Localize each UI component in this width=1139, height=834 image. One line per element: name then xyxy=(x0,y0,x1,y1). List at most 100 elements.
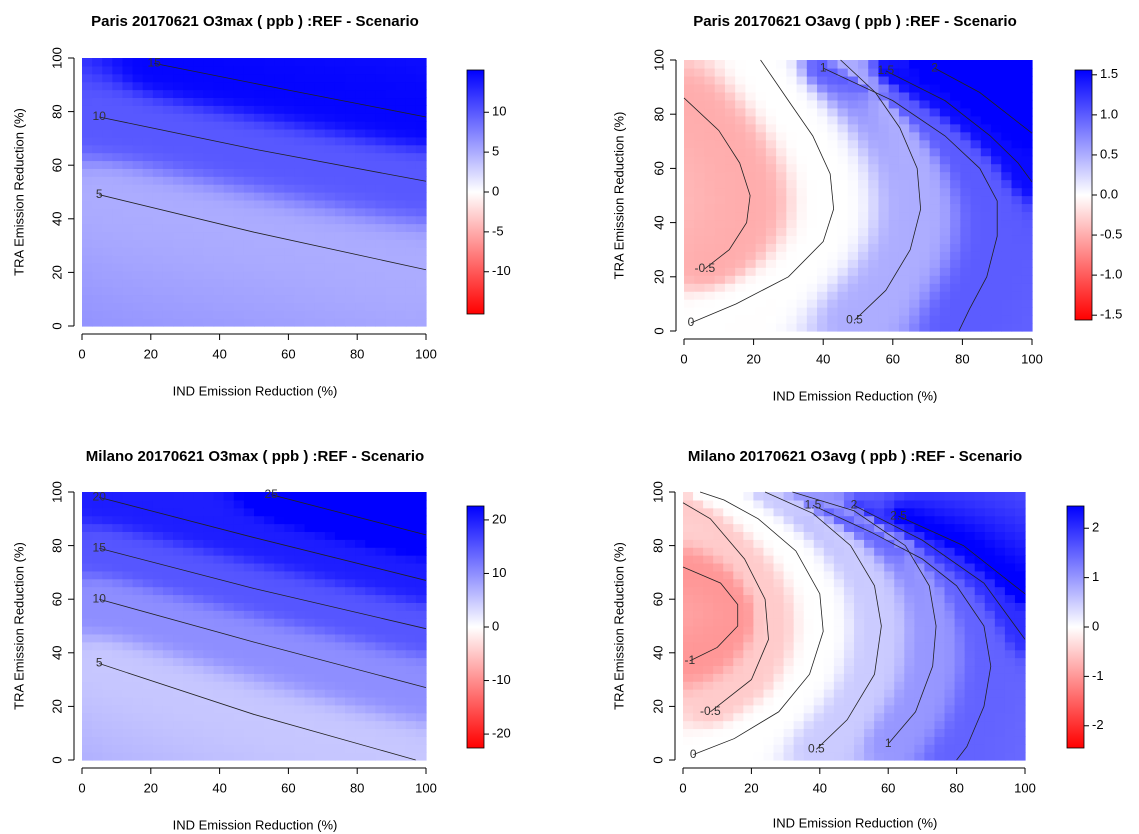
heatmap-cell xyxy=(934,720,946,730)
heatmap-cell xyxy=(904,562,915,572)
heatmap-cell xyxy=(345,89,356,99)
heatmap-cell xyxy=(345,160,356,169)
heatmap-cell xyxy=(803,641,815,651)
heatmap-cell xyxy=(735,291,747,300)
heatmap-cell xyxy=(1001,187,1013,197)
heatmap-cell xyxy=(1011,251,1023,260)
heatmap-cell xyxy=(944,728,956,737)
heatmap-cell xyxy=(132,555,144,564)
heatmap-cell xyxy=(994,594,1006,603)
heatmap-cell xyxy=(142,681,154,690)
heatmap-cell xyxy=(213,294,225,303)
heatmap-cell xyxy=(1001,139,1013,149)
heatmap-cell xyxy=(193,586,205,596)
heatmap-cell xyxy=(833,744,845,753)
heatmap-cell xyxy=(773,539,785,548)
heatmap-cell xyxy=(284,105,296,114)
heatmap-cell xyxy=(193,657,205,667)
heatmap-cell xyxy=(793,586,805,596)
heatmap-cell xyxy=(173,610,184,619)
heatmap-cell xyxy=(994,626,1006,635)
heatmap-cell xyxy=(994,649,1006,659)
heatmap-cell xyxy=(864,673,875,682)
heatmap-cell xyxy=(152,192,164,201)
heatmap-cell xyxy=(755,123,767,133)
contour-line xyxy=(823,67,998,332)
heatmap-cell xyxy=(745,171,757,181)
heatmap-cell xyxy=(82,270,93,280)
heatmap-cell xyxy=(324,215,336,225)
heatmap-cell xyxy=(102,681,113,690)
heatmap-cell xyxy=(914,515,926,525)
heatmap-cell xyxy=(827,163,839,173)
heatmap-cell xyxy=(1004,736,1016,745)
heatmap-cell xyxy=(82,610,93,619)
heatmap-cell xyxy=(1004,562,1016,572)
heatmap-cell xyxy=(843,641,855,651)
heatmap-cell xyxy=(914,578,926,588)
heatmap-cell xyxy=(864,562,875,572)
heatmap-cell xyxy=(243,215,255,225)
heatmap-cell xyxy=(753,728,765,737)
heatmap-cell xyxy=(1014,704,1026,714)
heatmap-cell xyxy=(243,184,255,193)
heatmap-cell xyxy=(102,215,113,225)
heatmap-cell xyxy=(984,649,996,659)
heatmap-cell xyxy=(152,207,164,217)
heatmap-cell xyxy=(934,499,946,509)
heatmap-cell xyxy=(735,275,747,284)
heatmap-cell xyxy=(395,539,407,548)
heatmap-cell xyxy=(1004,649,1016,659)
heatmap-cell xyxy=(92,720,103,730)
contour-label: 0 xyxy=(690,747,697,761)
heatmap-cell xyxy=(843,523,855,533)
heatmap-cell xyxy=(763,562,775,572)
heatmap-cell xyxy=(152,262,164,272)
heatmap-cell xyxy=(888,243,900,252)
heatmap-cell xyxy=(773,712,785,722)
heatmap-cell xyxy=(395,562,407,572)
heatmap-cell xyxy=(415,128,427,138)
heatmap-cell xyxy=(939,251,951,260)
heatmap-cell xyxy=(193,215,205,225)
heatmap-cell xyxy=(173,673,184,682)
heatmap-cell xyxy=(304,89,316,99)
heatmap-cell xyxy=(833,499,845,509)
heatmap-cell xyxy=(334,633,346,643)
heatmap-cell xyxy=(888,275,900,284)
heatmap-cell xyxy=(284,144,296,154)
heatmap-cell xyxy=(813,657,825,667)
heatmap-cell xyxy=(776,195,787,205)
heatmap-cell xyxy=(827,219,839,228)
heatmap-cell xyxy=(355,152,366,162)
heatmap-cell xyxy=(284,168,296,177)
heatmap-cell xyxy=(294,144,306,154)
heatmap-cell xyxy=(405,310,417,319)
heatmap-cell xyxy=(203,657,215,667)
heatmap-cell xyxy=(939,283,951,292)
heatmap-cell xyxy=(152,176,164,185)
heatmap-cell xyxy=(888,219,900,228)
heatmap-cell xyxy=(183,531,194,540)
heatmap-cell xyxy=(324,649,336,659)
heatmap-cell xyxy=(122,744,134,753)
heatmap-cell xyxy=(375,223,387,233)
heatmap-cell xyxy=(385,144,397,154)
heatmap-cell xyxy=(405,499,417,509)
heatmap-cell xyxy=(745,60,757,69)
heatmap-cell xyxy=(254,192,265,201)
heatmap-cell xyxy=(92,207,103,217)
heatmap-cell xyxy=(122,626,134,635)
heatmap-cell xyxy=(683,689,694,698)
heatmap-cell xyxy=(974,523,986,533)
heatmap-cell xyxy=(324,681,336,690)
heatmap-cell xyxy=(994,492,1006,501)
heatmap-cell xyxy=(173,215,184,225)
heatmap-cell xyxy=(112,712,124,722)
heatmap-cell xyxy=(183,255,194,264)
heatmap-cell xyxy=(786,227,798,236)
heatmap-cell xyxy=(183,602,194,611)
heatmap-cell xyxy=(365,262,377,272)
heatmap-cell xyxy=(183,515,194,525)
heatmap-cell xyxy=(888,211,900,221)
